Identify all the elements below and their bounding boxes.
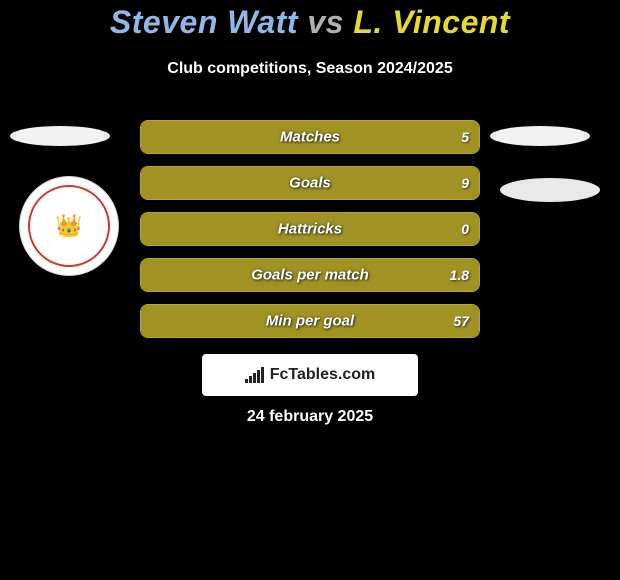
stat-label: Goals — [289, 175, 331, 192]
stats-container: Matches 5 Goals 9 Hattricks 0 Goals per match 1… — [140, 120, 480, 350]
club-a-crest-emblem: 👑 — [46, 203, 93, 250]
stat-value-right: 1.8 — [450, 267, 469, 283]
stat-row: Goals 9 — [140, 166, 480, 200]
attribution-text: FcTables.com — [270, 366, 376, 384]
title-player-b: L. Vincent — [353, 4, 510, 40]
stat-row: Goals per match 1.8 — [140, 258, 480, 292]
club-a-crest: 👑 — [19, 176, 119, 276]
stat-value-right: 9 — [461, 175, 469, 191]
stat-label: Hattricks — [278, 221, 342, 238]
stat-value-right: 0 — [461, 221, 469, 237]
subtitle: Club competitions, Season 2024/2025 — [0, 60, 620, 78]
stat-value-right: 57 — [453, 313, 469, 329]
attribution-badge: FcTables.com — [202, 354, 418, 396]
club-b-placeholder-ellipse — [500, 178, 600, 202]
stat-row: Hattricks 0 — [140, 212, 480, 246]
player-b-placeholder-ellipse — [490, 126, 590, 146]
club-a-crest-ring: 👑 — [28, 185, 110, 267]
stat-label: Min per goal — [266, 313, 354, 330]
attribution-bars-icon — [245, 367, 264, 383]
player-a-placeholder-ellipse — [10, 126, 110, 146]
stat-value-right: 5 — [461, 129, 469, 145]
stat-label: Matches — [280, 129, 340, 146]
stat-label: Goals per match — [251, 267, 369, 284]
stat-row: Matches 5 — [140, 120, 480, 154]
stat-row: Min per goal 57 — [140, 304, 480, 338]
attribution-prefix: Fc — [270, 366, 289, 383]
page-title: Steven Watt vs L. Vincent — [0, 4, 620, 41]
attribution-rest: Tables.com — [288, 366, 375, 383]
date-line: 24 february 2025 — [0, 408, 620, 426]
title-player-a: Steven Watt — [110, 4, 298, 40]
title-vs: vs — [298, 4, 353, 40]
